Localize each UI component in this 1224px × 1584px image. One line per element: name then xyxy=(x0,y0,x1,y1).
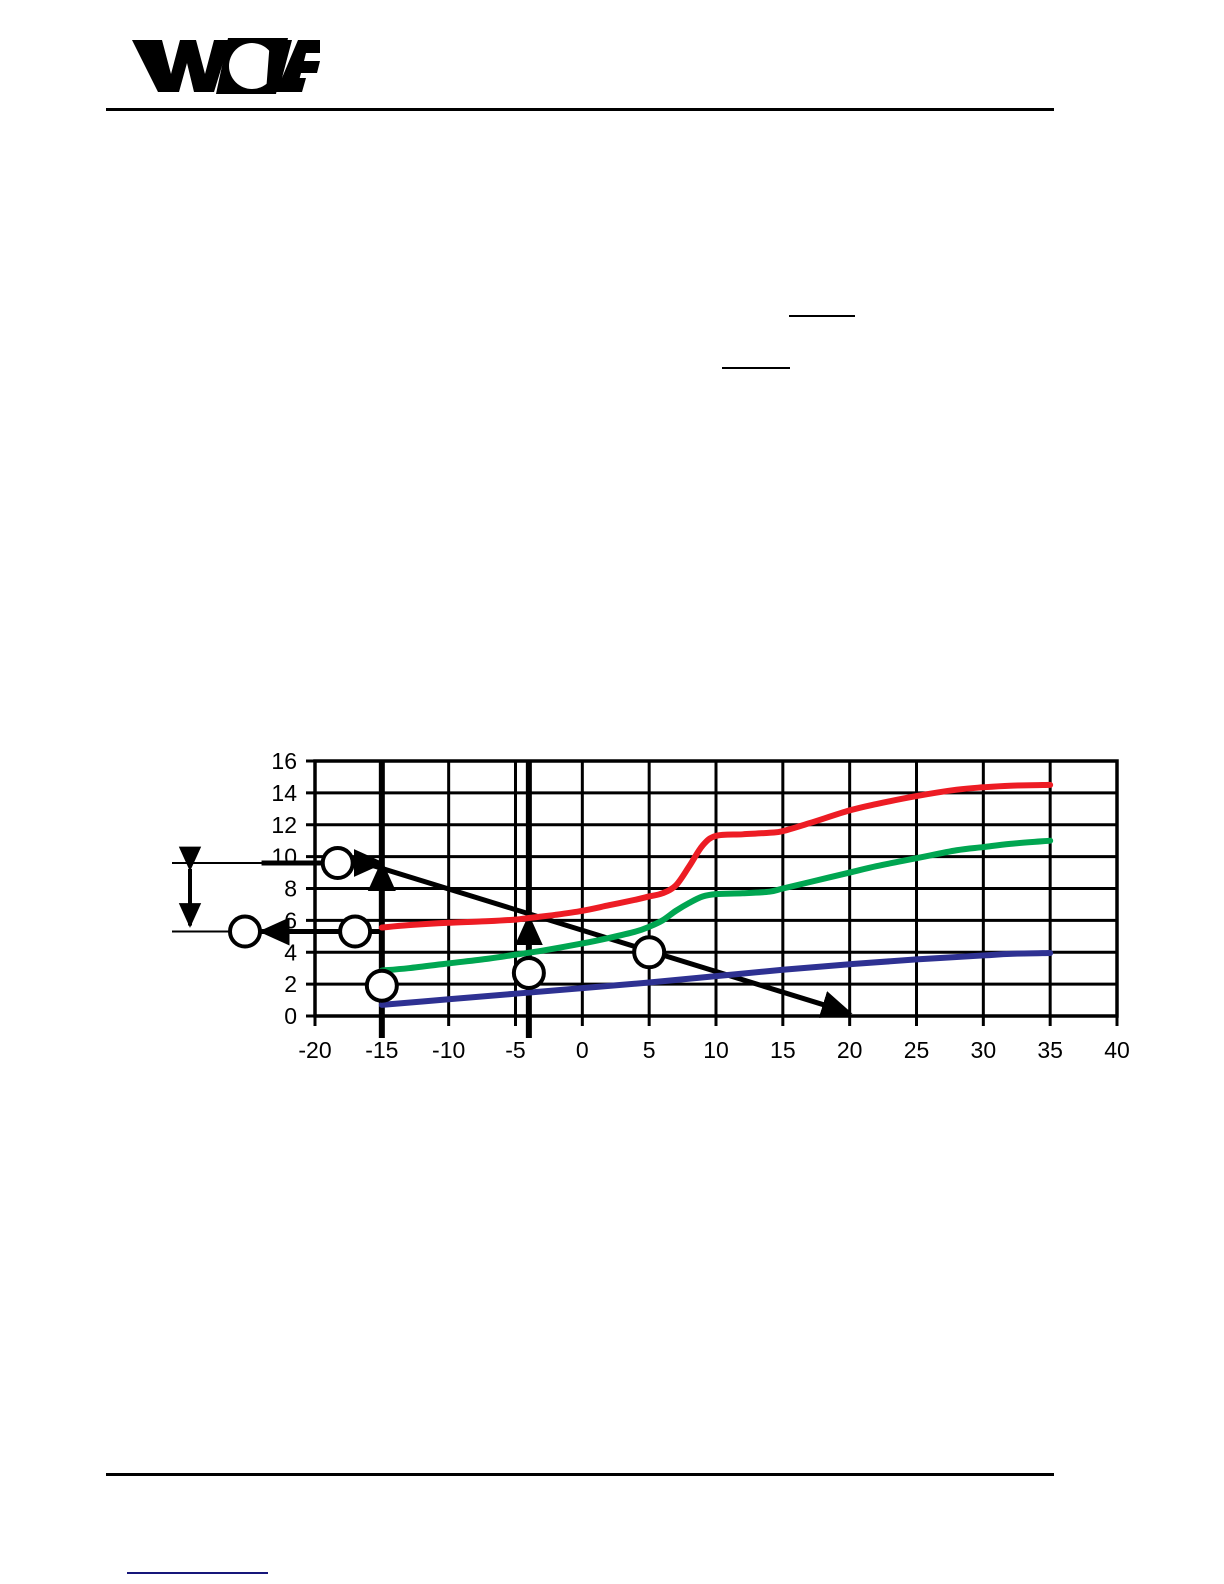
chart-series xyxy=(378,781,1054,1008)
x-tick-label: 25 xyxy=(904,1037,930,1063)
y-tick-label: 0 xyxy=(284,1003,297,1029)
y-tick-label: 4 xyxy=(284,939,297,965)
x-tick-label: 15 xyxy=(770,1037,796,1063)
y-tick-label: 2 xyxy=(284,971,297,997)
x-tick-label: -20 xyxy=(298,1037,331,1063)
x-tick-label: 20 xyxy=(837,1037,863,1063)
marker-f-offaxis-px xyxy=(228,914,262,949)
y-tick-label: 16 xyxy=(271,748,297,774)
x-tick-label: -15 xyxy=(365,1037,398,1063)
red-curve xyxy=(378,781,1054,931)
y-tick-label: 10 xyxy=(271,844,297,870)
chart-canvas: 0 2 4 6 8 10 12 14 16 -20 -15 -10 -5 0 5 10 15 20 25 30 35 40 xyxy=(172,748,1130,1063)
x-tick-label: 40 xyxy=(1104,1037,1130,1063)
marker-a xyxy=(320,846,355,880)
x-tick-label: -5 xyxy=(505,1037,525,1063)
upper-rule-mark xyxy=(789,315,855,317)
green-curve xyxy=(378,837,1054,974)
x-tick-label: -10 xyxy=(432,1037,465,1063)
x-tick-label: 35 xyxy=(1037,1037,1063,1063)
marker-b xyxy=(338,914,373,949)
chart-tick-labels: 0 2 4 6 8 10 12 14 16 -20 -15 -10 -5 0 5 10 15 20 25 30 35 40 xyxy=(271,748,1129,1063)
x-tick-label: 5 xyxy=(643,1037,656,1063)
y-tick-label: 8 xyxy=(284,876,297,902)
lower-rule-mark xyxy=(722,367,790,369)
performance-chart: 0 2 4 6 8 10 12 14 16 -20 -15 -10 -5 0 5 10 15 20 25 30 35 40 xyxy=(160,731,1150,1081)
marker-c xyxy=(364,968,399,1003)
x-tick-label: 30 xyxy=(971,1037,997,1063)
footer-link-underline[interactable] xyxy=(127,1572,268,1574)
y-tick-label: 6 xyxy=(284,907,297,933)
marker-d xyxy=(511,955,546,990)
y-tick-label: 14 xyxy=(271,780,297,806)
footer-divider xyxy=(106,1473,1054,1476)
header-divider xyxy=(106,108,1054,111)
chart-point-markers xyxy=(228,846,667,1003)
chart-axes xyxy=(306,759,1119,1026)
marker-e xyxy=(632,935,667,970)
x-tick-label: 10 xyxy=(703,1037,729,1063)
blue-curve xyxy=(378,950,1054,1008)
wolf-logo xyxy=(130,30,326,98)
y-tick-label: 12 xyxy=(271,812,297,838)
x-tick-label: 0 xyxy=(576,1037,589,1063)
